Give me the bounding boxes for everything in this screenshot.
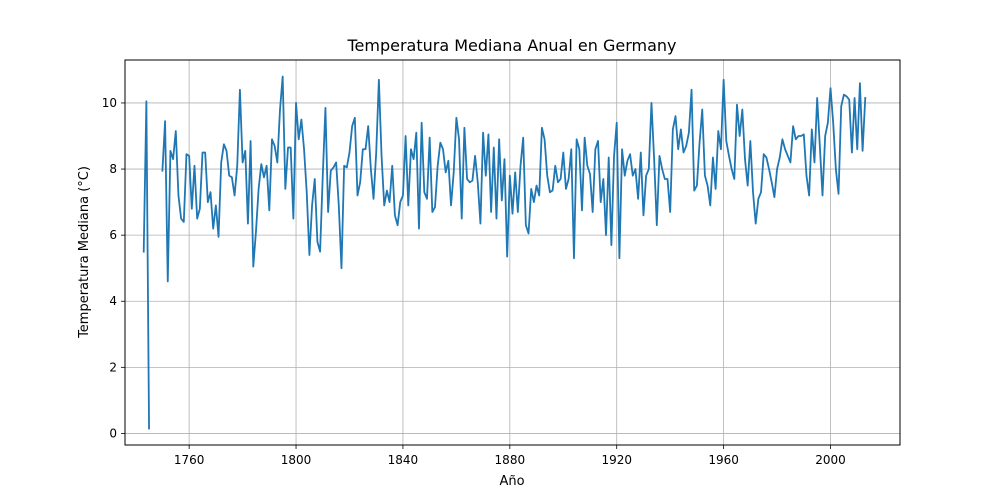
y-tick-label: 2 xyxy=(109,360,117,374)
chart-title: Temperatura Mediana Anual en Germany xyxy=(346,36,676,55)
x-tick-label: 1960 xyxy=(708,453,739,467)
y-axis-title: Temperatura Mediana (°C) xyxy=(77,166,92,339)
x-tick-label: 1760 xyxy=(174,453,205,467)
x-tick-label: 2000 xyxy=(815,453,846,467)
series-layer xyxy=(142,75,867,430)
y-axis: 0 2 4 6 8 10 xyxy=(102,96,125,440)
y-tick-label: 8 xyxy=(109,162,117,176)
x-tick-label: 1880 xyxy=(495,453,526,467)
x-tick-label: 1800 xyxy=(281,453,312,467)
y-tick-label: 10 xyxy=(102,96,117,110)
x-tick-label: 1840 xyxy=(388,453,419,467)
y-tick-label: 0 xyxy=(109,426,117,440)
x-axis-title: Año xyxy=(499,474,524,489)
x-tick-label: 1920 xyxy=(601,453,632,467)
y-tick-label: 6 xyxy=(109,228,117,242)
series-line xyxy=(142,75,867,430)
grid-lines xyxy=(125,60,900,445)
plot-area-frame xyxy=(124,59,901,446)
y-tick-label: 4 xyxy=(109,294,117,308)
x-axis: 1760 1800 1840 1880 1920 1960 2000 xyxy=(174,445,846,467)
